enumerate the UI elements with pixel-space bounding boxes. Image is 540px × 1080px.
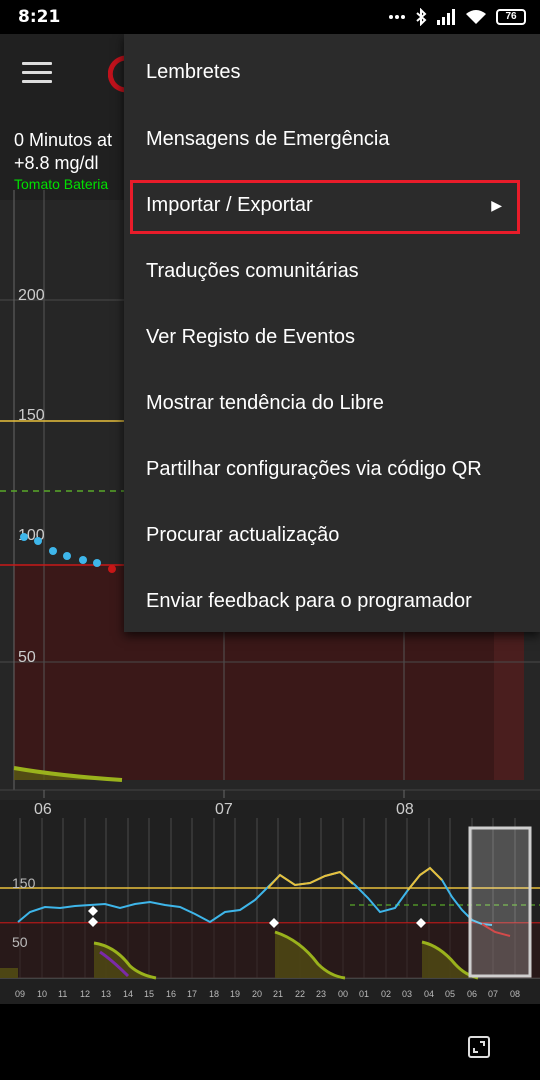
- battery-level: 76: [505, 11, 517, 22]
- menu-item-label: Traduções comunitárias: [146, 260, 359, 282]
- sensor-battery: Tomato Bateria: [14, 176, 109, 192]
- preview-chart: 150 50 09 10 11 12 13: [0, 818, 540, 999]
- preview-x-tick: 04: [424, 989, 434, 999]
- preview-x-tick: 21: [273, 989, 283, 999]
- x-tick-07: 07: [215, 801, 233, 818]
- data-point: [20, 533, 28, 541]
- data-point: [49, 547, 57, 555]
- menu-item-registo-eventos[interactable]: Ver Registo de Eventos: [124, 304, 540, 370]
- data-point: [108, 565, 116, 573]
- preview-x-tick: 08: [510, 989, 520, 999]
- preview-x-tick: 19: [230, 989, 240, 999]
- preview-x-tick: 13: [101, 989, 111, 999]
- menu-item-partilhar-qr[interactable]: Partilhar configurações via código QR: [124, 436, 540, 502]
- menu-item-label: Mensagens de Emergência: [146, 128, 390, 150]
- preview-x-tick: 05: [445, 989, 455, 999]
- y-tick-200: 200: [18, 287, 45, 304]
- preview-x-tick: 03: [402, 989, 412, 999]
- preview-x-tick: 20: [252, 989, 262, 999]
- triangle-right-icon: ▶: [491, 197, 502, 213]
- menu-item-procurar-actualizacao[interactable]: Procurar actualização: [124, 502, 540, 568]
- menu-item-label: Ver Registo de Eventos: [146, 326, 356, 348]
- menu-item-importar-exportar[interactable]: Importar / Exportar ▶: [124, 172, 540, 238]
- menu-item-label: Partilhar configurações via código QR: [146, 458, 482, 480]
- nav-bar: [0, 1004, 540, 1080]
- bluetooth-icon: [416, 8, 427, 26]
- more-dots-icon: [389, 15, 405, 19]
- preview-x-tick: 02: [381, 989, 391, 999]
- menu-item-label: Lembretes: [146, 61, 241, 83]
- menu-item-mensagens-emergencia[interactable]: Mensagens de Emergência: [124, 106, 540, 172]
- preview-x-tick: 00: [338, 989, 348, 999]
- preview-y-tick-50: 50: [12, 934, 28, 950]
- glucose-delta: +8.8 mg/dl: [14, 153, 99, 173]
- glucose-info: 0 Minutos at +8.8 mg/dl Tomato Bateria: [14, 129, 112, 193]
- data-point: [93, 559, 101, 567]
- preview-x-tick: 18: [209, 989, 219, 999]
- preview-x-tick: 22: [295, 989, 305, 999]
- status-icons: 76: [388, 6, 526, 28]
- wifi-icon: [466, 10, 486, 24]
- minutes-ago: 0 Minutos at: [14, 130, 113, 150]
- preview-x-tick: 12: [80, 989, 90, 999]
- x-tick-06: 06: [34, 801, 52, 818]
- battery-icon: 76: [496, 9, 526, 25]
- overflow-menu: Lembretes Mensagens de Emergência Import…: [124, 34, 540, 632]
- menu-item-label: Procurar actualização: [146, 524, 340, 546]
- preview-y-tick-150: 150: [12, 875, 36, 891]
- preview-x-tick: 01: [359, 989, 369, 999]
- signal-icon: [437, 9, 455, 25]
- status-time: 8:21: [18, 7, 61, 27]
- status-bar: 8:21 76: [0, 0, 540, 34]
- data-point: [34, 537, 42, 545]
- preview-x-tick: 17: [187, 989, 197, 999]
- preview-viewport-window[interactable]: [468, 826, 532, 978]
- menu-item-enviar-feedback[interactable]: Enviar feedback para o programador: [124, 568, 540, 634]
- menu-item-traducoes[interactable]: Traduções comunitárias: [124, 238, 540, 304]
- preview-x-tick: 07: [488, 989, 498, 999]
- preview-x-tick: 23: [316, 989, 326, 999]
- x-tick-08: 08: [396, 801, 414, 818]
- preview-x-tick: 06: [467, 989, 477, 999]
- data-point: [79, 556, 87, 564]
- data-point: [63, 552, 71, 560]
- preview-x-tick: 14: [123, 989, 133, 999]
- y-tick-50: 50: [18, 649, 36, 666]
- y-tick-150: 150: [18, 407, 45, 424]
- preview-x-tick: 09: [15, 989, 25, 999]
- rotate-screen-icon[interactable]: [468, 1036, 490, 1058]
- glucose-points: [20, 533, 116, 573]
- preview-x-tick: 10: [37, 989, 47, 999]
- menu-item-label: Importar / Exportar: [146, 194, 313, 216]
- menu-item-tendencia-libre[interactable]: Mostrar tendência do Libre: [124, 370, 540, 436]
- menu-item-label: Mostrar tendência do Libre: [146, 392, 384, 414]
- hamburger-icon[interactable]: [22, 62, 52, 84]
- menu-item-label: Enviar feedback para o programador: [146, 590, 472, 612]
- preview-x-tick: 16: [166, 989, 176, 999]
- preview-x-tick: 15: [144, 989, 154, 999]
- preview-x-tick: 11: [58, 989, 67, 999]
- menu-item-lembretes[interactable]: Lembretes: [124, 34, 540, 106]
